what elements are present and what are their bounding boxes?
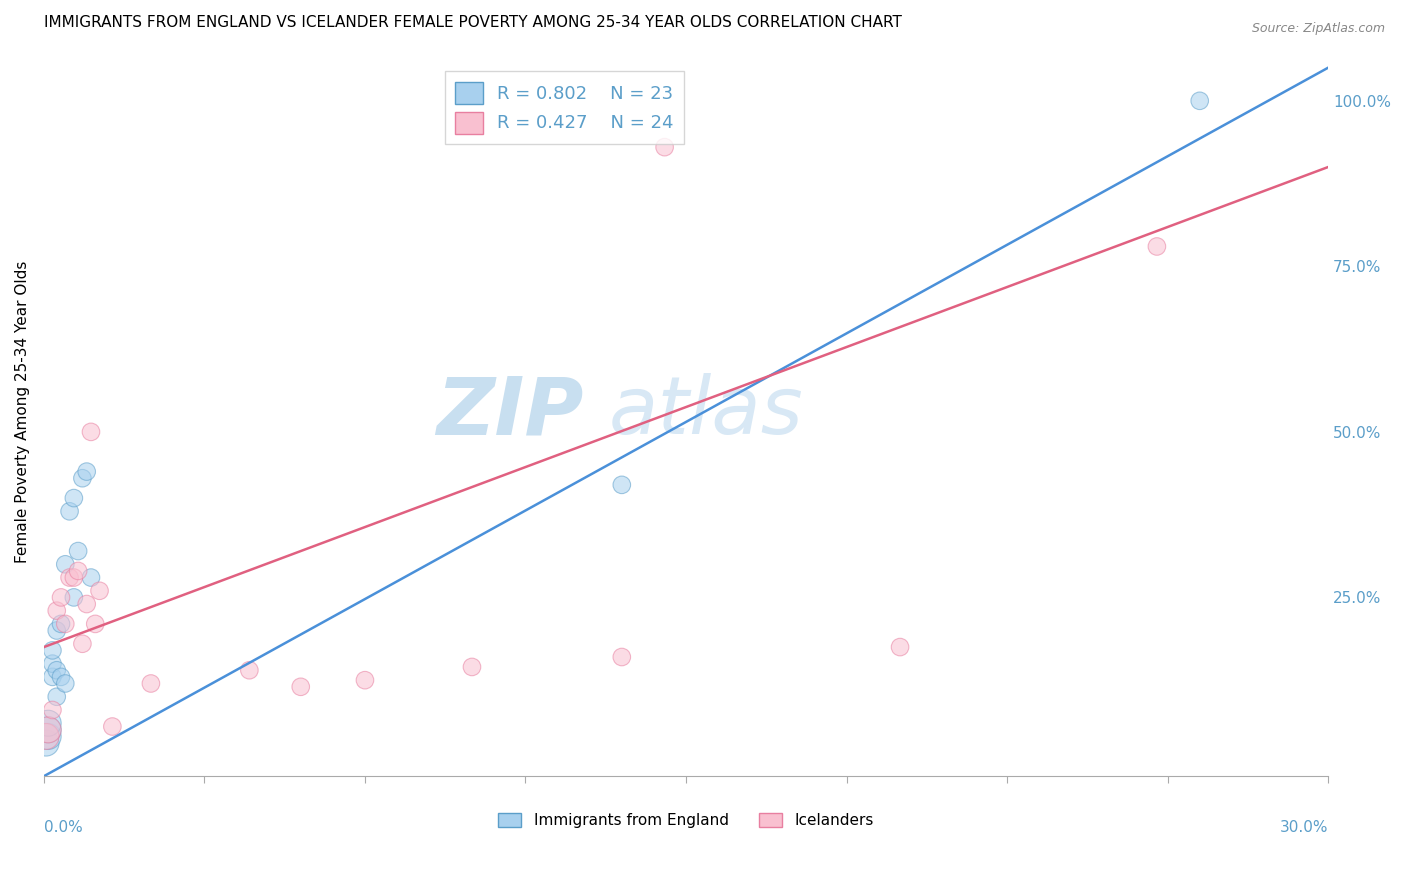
Point: [63, 591, 86, 605]
Point: [37, 730, 59, 744]
Point: [53, 676, 76, 690]
Point: [58, 504, 80, 518]
Point: [58, 570, 80, 584]
Point: [35, 736, 58, 750]
Point: [1146, 239, 1168, 253]
Point: [49, 670, 72, 684]
Point: [41, 703, 63, 717]
Text: ZIP: ZIP: [436, 373, 583, 451]
Text: IMMIGRANTS FROM ENGLAND VS ICELANDER FEMALE POVERTY AMONG 25-34 YEAR OLDS CORREL: IMMIGRANTS FROM ENGLAND VS ICELANDER FEM…: [44, 15, 901, 30]
Point: [654, 140, 676, 154]
Point: [37, 716, 59, 731]
Point: [76, 465, 98, 479]
Point: [45, 624, 67, 638]
Y-axis label: Female Poverty Among 25-34 Year Olds: Female Poverty Among 25-34 Year Olds: [15, 260, 30, 563]
Point: [461, 660, 484, 674]
Point: [53, 558, 76, 572]
Point: [41, 643, 63, 657]
Point: [63, 570, 86, 584]
Point: [354, 673, 377, 688]
Point: [139, 676, 162, 690]
Point: [610, 650, 633, 665]
Point: [37, 723, 59, 737]
Point: [80, 570, 103, 584]
Point: [89, 583, 111, 598]
Point: [80, 425, 103, 439]
Point: [1188, 94, 1211, 108]
Point: [41, 670, 63, 684]
Point: [72, 637, 94, 651]
Legend: R = 0.802    N = 23, R = 0.427    N = 24: R = 0.802 N = 23, R = 0.427 N = 24: [444, 71, 685, 145]
Point: [610, 478, 633, 492]
Point: [101, 719, 124, 733]
Text: atlas: atlas: [609, 373, 804, 451]
Point: [35, 730, 58, 744]
Text: 0.0%: 0.0%: [44, 820, 83, 835]
Point: [889, 640, 911, 654]
Point: [49, 616, 72, 631]
Point: [67, 564, 90, 578]
Point: [45, 663, 67, 677]
Point: [84, 616, 107, 631]
Point: [67, 544, 90, 558]
Point: [53, 616, 76, 631]
Point: [37, 723, 59, 737]
Point: [238, 663, 260, 677]
Point: [49, 591, 72, 605]
Point: [290, 680, 312, 694]
Text: Source: ZipAtlas.com: Source: ZipAtlas.com: [1251, 22, 1385, 36]
Point: [63, 491, 86, 505]
Point: [76, 597, 98, 611]
Point: [41, 657, 63, 671]
Point: [72, 471, 94, 485]
Point: [45, 604, 67, 618]
Text: 30.0%: 30.0%: [1279, 820, 1329, 835]
Point: [45, 690, 67, 704]
